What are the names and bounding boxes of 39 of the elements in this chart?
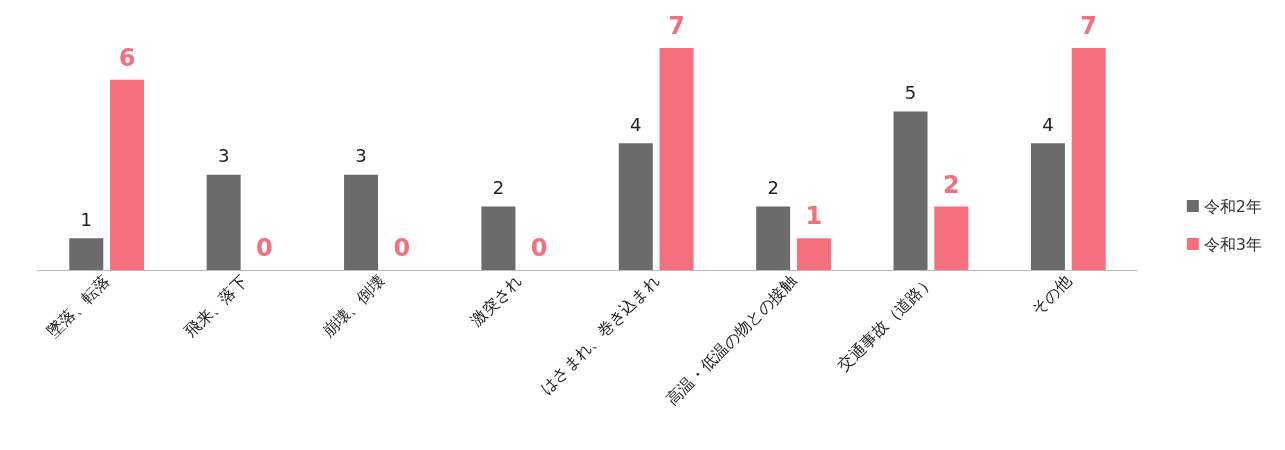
bar	[110, 79, 145, 270]
bar	[659, 48, 694, 270]
x-tick-label: 墜落、転落	[43, 271, 114, 342]
data-label: 1	[805, 202, 823, 231]
x-tick-label: その他	[1027, 271, 1076, 319]
bar	[481, 206, 516, 270]
data-label: 0	[530, 234, 548, 262]
x-tick-label: 飛来、落下	[180, 271, 251, 342]
x-tick-label: 高温・低温の物との接触	[662, 271, 801, 410]
data-label: 2	[492, 177, 505, 199]
data-label: 5	[904, 81, 917, 103]
data-label: 4	[1042, 113, 1054, 135]
bar	[893, 111, 928, 270]
data-label: 4	[630, 113, 642, 135]
data-label: 0	[393, 234, 411, 262]
bar	[796, 238, 831, 270]
bar	[206, 174, 241, 270]
data-label: 2	[767, 177, 779, 199]
data-label: 6	[118, 43, 136, 72]
x-tick-label: 崩壊、倒壊	[318, 271, 389, 342]
legend-label: 令和2年	[1203, 196, 1263, 216]
data-label: 3	[217, 145, 230, 167]
data-label: 2	[942, 170, 960, 199]
bar	[1030, 143, 1065, 270]
bar	[756, 206, 791, 270]
legend-label: 令和3年	[1203, 234, 1263, 254]
x-tick-label: 交通事故（道路）	[833, 271, 938, 376]
data-label: 7	[1080, 12, 1098, 40]
x-tick-label: はさまれ、巻き込まれ	[536, 271, 663, 398]
bar	[69, 238, 104, 270]
data-label: 0	[256, 234, 273, 262]
bar	[1071, 48, 1106, 270]
data-label: 3	[355, 145, 367, 167]
x-tick-label: 激突され	[466, 271, 526, 330]
bar	[344, 174, 379, 270]
bar	[618, 143, 653, 270]
bar	[934, 206, 969, 270]
data-label: 1	[80, 208, 93, 230]
data-label: 7	[668, 12, 685, 40]
